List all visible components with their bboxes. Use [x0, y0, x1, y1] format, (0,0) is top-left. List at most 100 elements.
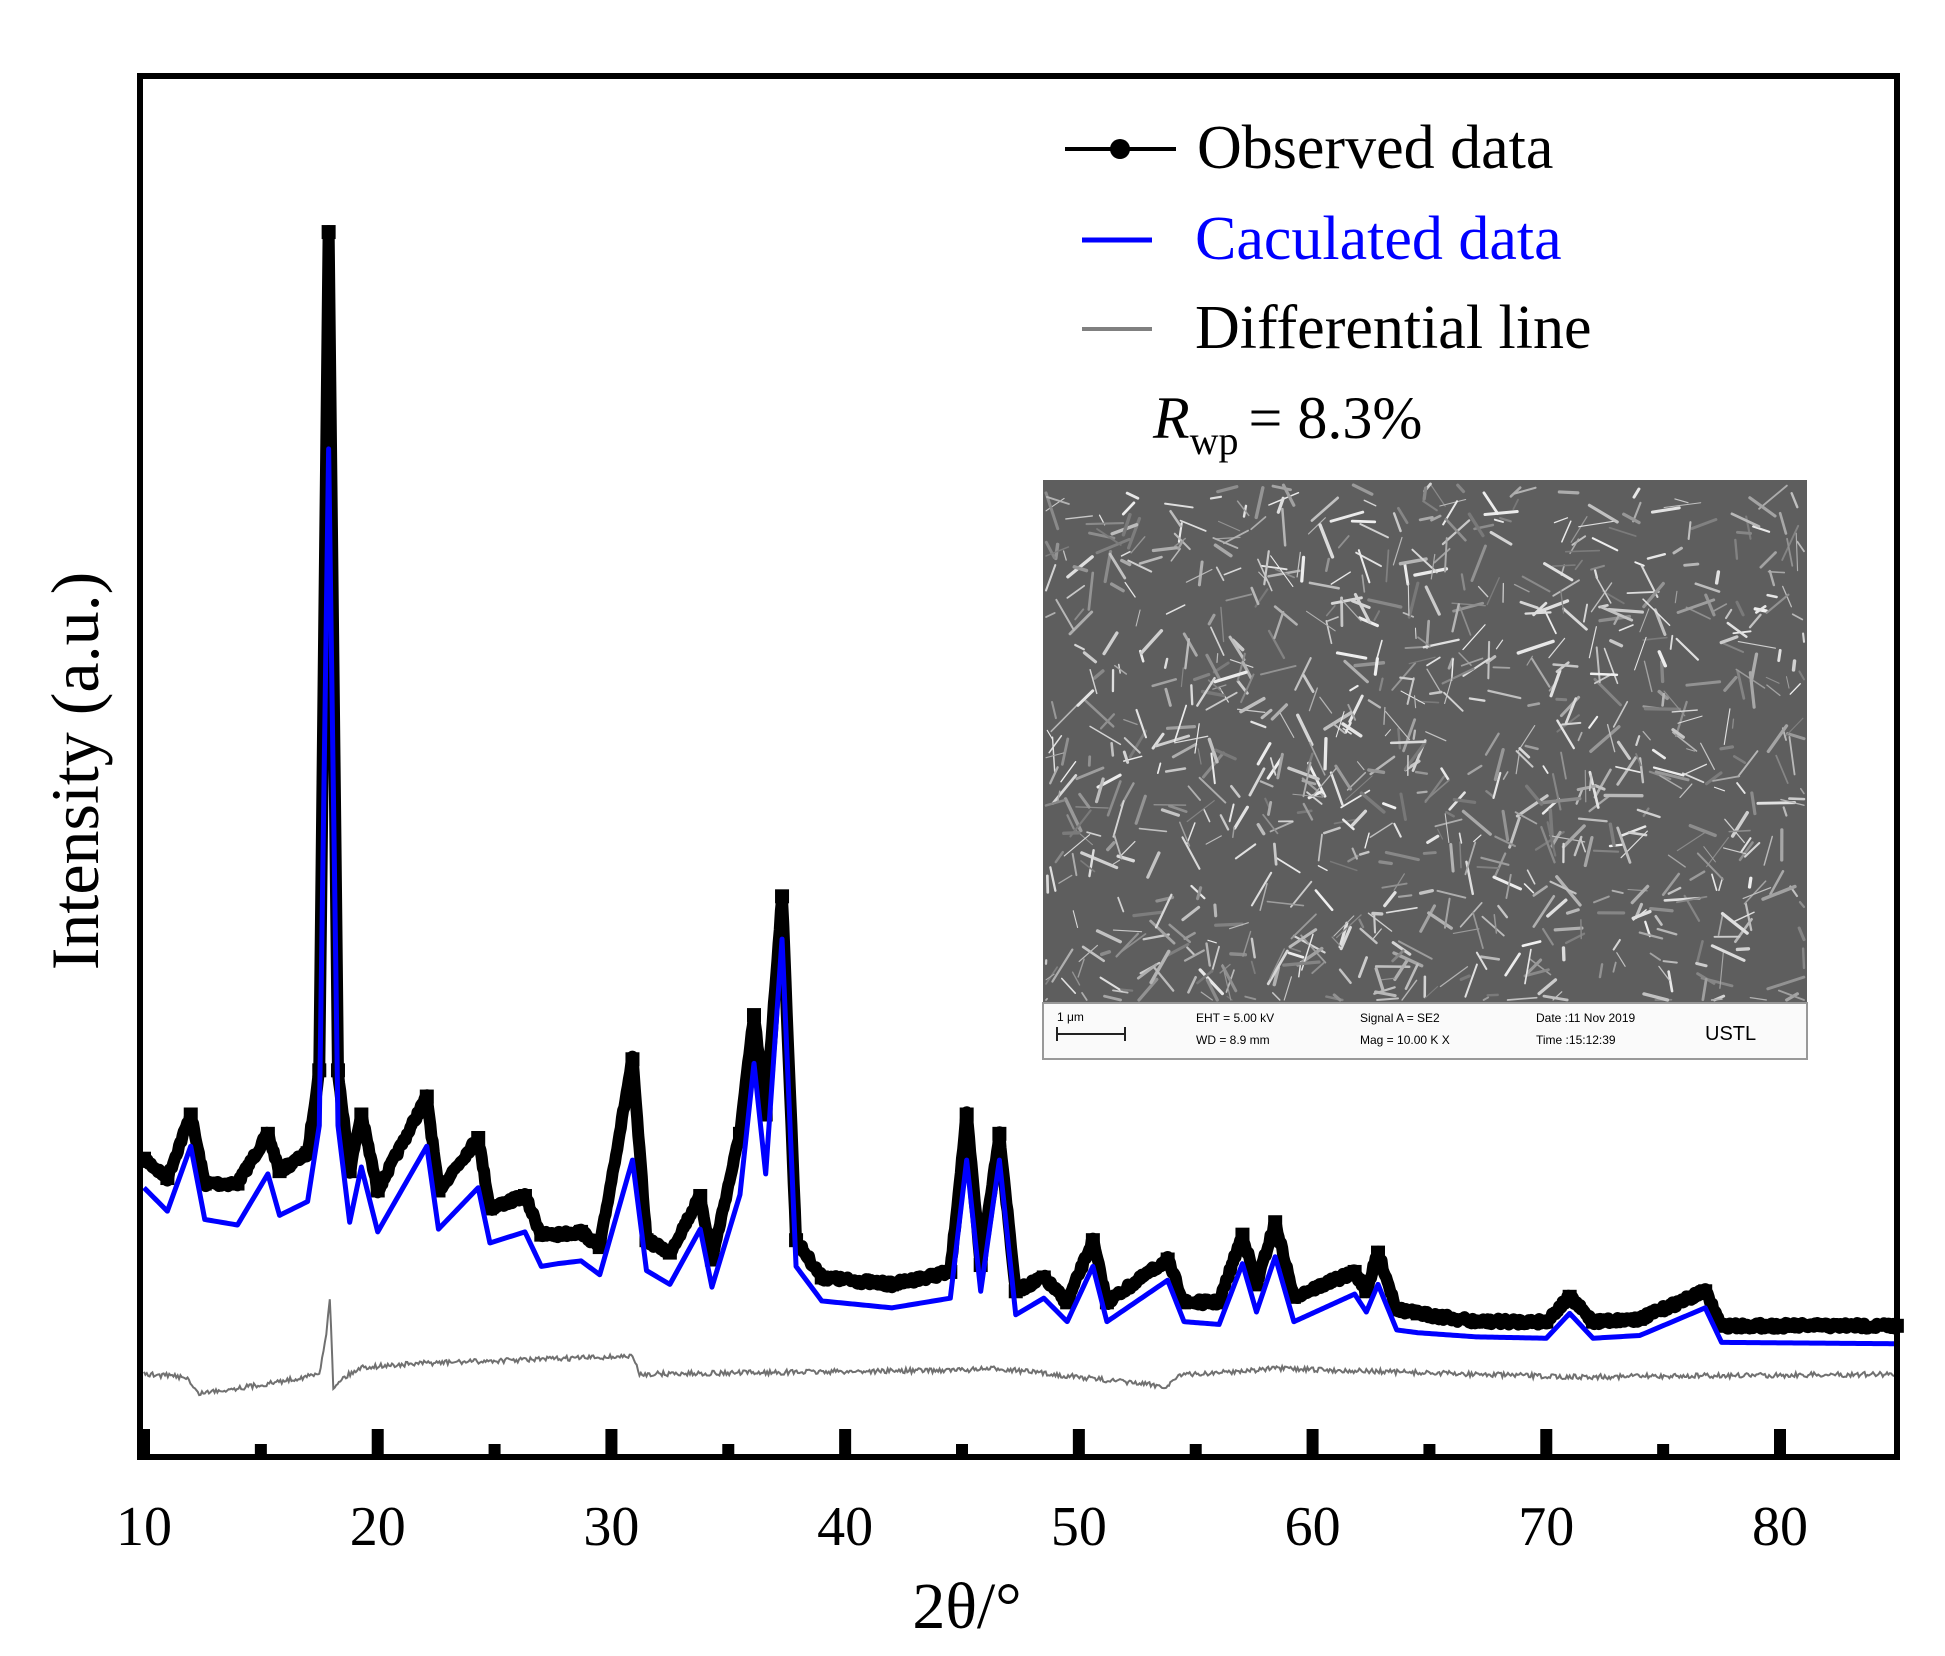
sem-needle: [1609, 639, 1624, 648]
sem-needle: [1649, 952, 1661, 961]
sem-needle: [1254, 486, 1265, 520]
sem-needle: [1077, 958, 1085, 978]
sem-needle: [1719, 951, 1724, 989]
sem-needle: [1127, 559, 1153, 573]
sem-needle: [1726, 621, 1748, 639]
sem-needle: [1429, 690, 1443, 696]
sem-needle: [1443, 897, 1451, 929]
sem-needle: [1532, 894, 1556, 928]
sem-needle: [1392, 536, 1403, 566]
sem-needle: [1350, 809, 1368, 827]
sem-needle: [1669, 634, 1674, 650]
observed-data-point: [1371, 1245, 1386, 1260]
sem-needle: [1528, 958, 1552, 976]
sem-needle: [1766, 593, 1778, 599]
sem-needle: [1250, 720, 1267, 729]
x-major-tick: [1774, 1429, 1786, 1457]
sem-needle: [1571, 535, 1587, 546]
x-major-tick: [839, 1429, 852, 1457]
sem-needle: [1113, 834, 1123, 860]
x-minor-tick: [1423, 1444, 1436, 1457]
sem-needle: [1139, 629, 1164, 655]
sem-needle: [1343, 659, 1369, 684]
observed-data-point: [775, 889, 790, 904]
sem-needle: [1502, 771, 1509, 780]
sem-needle: [1404, 963, 1419, 990]
sem-needle: [1269, 948, 1285, 980]
sem-needle: [1485, 655, 1497, 664]
sem-needle: [1399, 792, 1407, 821]
sem-needle: [1341, 818, 1355, 831]
sem-needle: [1228, 922, 1249, 930]
x-major-tick: [1072, 1429, 1085, 1457]
observed-data-point: [1085, 1233, 1100, 1248]
sem-needle: [1060, 761, 1077, 783]
x-minor-tick: [254, 1444, 267, 1457]
sem-needle: [1397, 940, 1433, 960]
sem-needle: [1730, 811, 1749, 838]
sem-needle: [1287, 766, 1320, 781]
sem-needle: [1719, 635, 1739, 645]
sem-needle: [1165, 604, 1186, 615]
sem-needle: [1302, 761, 1312, 798]
sem-needle: [1092, 669, 1105, 680]
sem-needle: [1367, 912, 1393, 932]
sem-needle: [1051, 948, 1074, 983]
sem-needle: [1338, 921, 1349, 949]
sem-needle: [1115, 932, 1140, 958]
sem-needle: [1374, 967, 1385, 992]
sem-needle: [1521, 575, 1551, 593]
sem-needle: [1517, 725, 1536, 752]
sem-needle: [1290, 880, 1313, 908]
observed-data-point: [1698, 1284, 1713, 1299]
sem-needle: [1174, 735, 1209, 744]
sem-needle: [1205, 653, 1222, 681]
sem-needle: [1248, 767, 1266, 797]
sem-needle: [1683, 562, 1700, 567]
sem-needle: [1484, 732, 1500, 756]
sem-needle: [1414, 627, 1417, 640]
sem-needle: [1737, 750, 1759, 778]
sem-needle: [1717, 913, 1724, 936]
sem-needle: [1417, 636, 1431, 647]
sem-needle: [1618, 624, 1634, 632]
sem-needle: [1649, 907, 1674, 913]
sem-needle: [1636, 808, 1661, 819]
sem-needle: [1281, 483, 1296, 507]
x-axis-label: 2θ/°: [912, 1570, 1021, 1643]
sem-needle: [1266, 949, 1289, 986]
sem-needle: [1756, 801, 1797, 805]
sem-needle: [1095, 929, 1122, 944]
sem-needle: [1385, 549, 1390, 583]
x-minor-tick: [722, 1444, 735, 1457]
observed-data-point: [1586, 1314, 1601, 1329]
sem-needle: [1177, 539, 1184, 550]
sem-needle: [1054, 850, 1065, 864]
sem-needle: [1369, 822, 1393, 838]
sem-needle: [1743, 880, 1767, 905]
sem-needle: [1123, 718, 1138, 726]
sem-needle: [1722, 847, 1747, 855]
sem-needle: [1331, 936, 1342, 948]
sem-needle: [1493, 747, 1505, 782]
sem-needle: [1675, 895, 1708, 904]
observed-data-point: [746, 1008, 761, 1023]
sem-needle: [1544, 610, 1557, 635]
sem-needle: [1685, 680, 1722, 687]
sem-needle: [1138, 827, 1168, 833]
sem-needle: [1329, 771, 1344, 806]
sem-needle: [1506, 996, 1538, 1001]
sem-needle: [1094, 777, 1105, 804]
sem-needle: [1310, 496, 1340, 522]
sem-needle: [1758, 484, 1788, 510]
sem-needle: [1552, 579, 1580, 597]
x-tick-label: 80: [1752, 1496, 1808, 1558]
sem-needle: [1781, 524, 1800, 561]
sem-needle: [1631, 909, 1652, 920]
sem-needle: [1783, 717, 1804, 738]
sem-needle: [1334, 764, 1353, 791]
sem-needle: [1049, 866, 1057, 892]
sem-needle: [1124, 581, 1136, 598]
sem-needle: [1166, 942, 1190, 957]
sem-needle: [1495, 639, 1504, 650]
